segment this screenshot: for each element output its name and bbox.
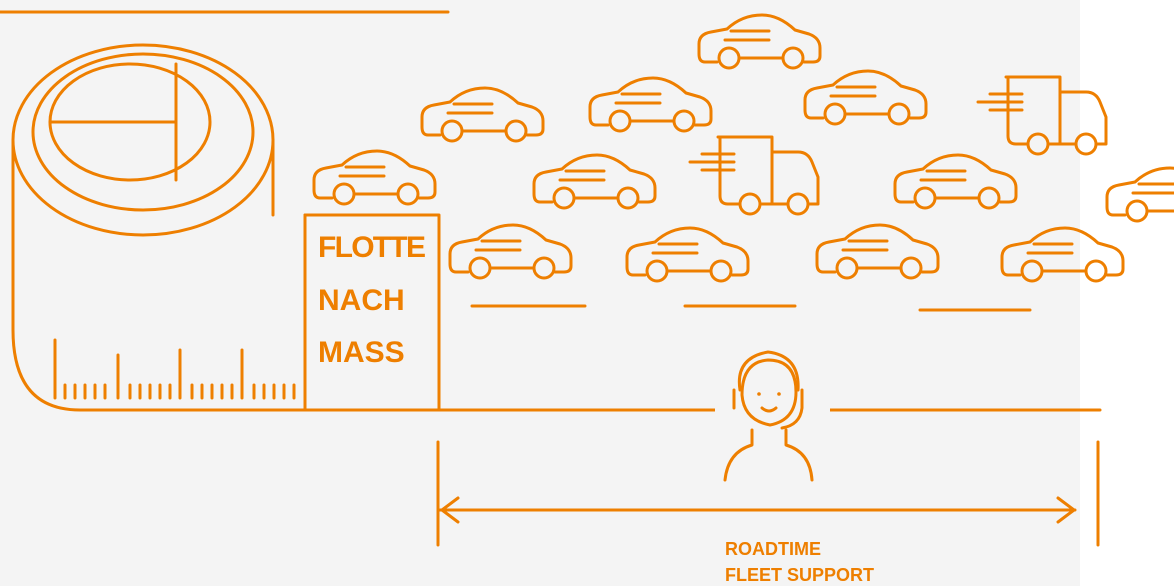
background-panel	[0, 0, 1080, 586]
tape-label-line: FLOTTE	[318, 231, 426, 264]
page: FLOTTE NACH MASS ROADTIME FLEET SUPPORT	[0, 0, 1174, 586]
support-label-line: ROADTIME	[725, 539, 821, 559]
tape-label-line: NACH	[318, 284, 405, 317]
tape-label-line: MASS	[318, 336, 405, 369]
support-label-line: FLEET SUPPORT	[725, 565, 874, 585]
car-icon	[1107, 168, 1174, 221]
outline-circle	[777, 392, 781, 396]
outline-circle	[757, 392, 761, 396]
illustration: FLOTTE NACH MASS ROADTIME FLEET SUPPORT	[0, 0, 1174, 586]
